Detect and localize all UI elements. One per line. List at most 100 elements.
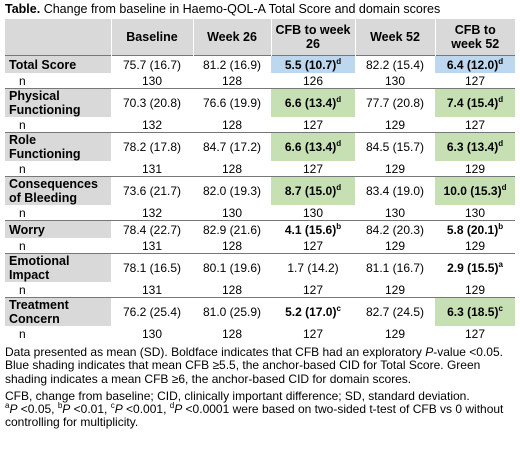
row-n-label: n (5, 238, 111, 254)
cell-n-text: 127 (302, 282, 324, 297)
note-abbreviations: CFB, change from baseline; CID, clinical… (5, 388, 470, 403)
row-label: Worry (5, 220, 111, 238)
cell-n: 129 (435, 161, 515, 177)
superscript: d (336, 139, 342, 148)
cell-n: 127 (435, 117, 515, 133)
cell-baseline-text: 73.6 (21.7) (122, 184, 182, 198)
cell-n-text: 128 (221, 117, 243, 132)
table-row: Role Functioning 78.2 (17.8) 84.7 (17.2) 6.… (5, 132, 515, 161)
cell-n-text: 130 (384, 205, 406, 220)
footnote-marker: c (110, 401, 115, 411)
cell-n-text: 127 (302, 117, 324, 132)
cell-cfb26-text: 8.7 (15.0) (284, 184, 337, 198)
header-cfb26: CFB to week 26 (270, 19, 355, 56)
footnote-text: <0.05, (17, 402, 58, 417)
cell-week26-text: 82.0 (19.3) (202, 184, 262, 198)
cell-cfb52: 5.8 (20.1)b (435, 220, 515, 238)
table-row: Total Score 75.7 (16.7) 81.2 (16.9) 5.5 (10… (5, 55, 515, 73)
cell-week26: 81.0 (25.9) (193, 297, 271, 326)
cell-n: 132 (111, 117, 193, 133)
cell-n: 130 (111, 326, 193, 341)
cell-n-text: 129 (464, 238, 486, 253)
row-n-label: n (5, 282, 111, 298)
cell-week26: 82.9 (21.6) (193, 220, 271, 238)
superscript: d (498, 56, 504, 66)
row-n-label: n (5, 205, 111, 221)
cell-n: 127 (271, 282, 355, 298)
table-body: Total Score 75.7 (16.7) 81.2 (16.9) 5.5 (10… (5, 55, 515, 341)
cell-cfb52-text: 10.0 (15.3) (443, 184, 502, 198)
cell-week26: 81.2 (16.9) (193, 55, 271, 73)
footnote-text: <0.001, (122, 402, 170, 417)
cell-n: 130 (271, 205, 355, 221)
row-label-text: Treatment Concern (9, 298, 69, 326)
superscript: d (336, 56, 342, 66)
cell-n: 127 (271, 238, 355, 254)
table-row-n: n 131 128 127 129 129 (5, 238, 515, 254)
cell-baseline: 70.3 (20.8) (111, 88, 193, 117)
cell-week26: 82.0 (19.3) (193, 176, 271, 205)
cell-cfb26-text: 6.6 (13.4) (284, 96, 337, 110)
row-n-label: n (5, 73, 111, 89)
cell-n-text: 130 (464, 205, 486, 220)
cell-cfb26-text: 4.1 (15.6) (284, 222, 337, 237)
cell-n: 127 (435, 326, 515, 341)
title-prefix: Table. (5, 2, 41, 16)
cell-week52: 84.2 (20.3) (355, 220, 435, 238)
row-label: Role Functioning (5, 132, 111, 161)
cell-n-text: 130 (384, 73, 406, 88)
cell-baseline-text: 70.3 (20.8) (122, 96, 182, 110)
cell-n: 128 (193, 238, 271, 254)
cell-n-text: 127 (464, 117, 486, 132)
row-label-text: Total Score (9, 57, 77, 72)
cell-cfb52: 6.3 (13.4)d (435, 132, 515, 161)
cell-week52: 84.5 (15.7) (355, 132, 435, 161)
cell-n-text: 128 (221, 161, 243, 176)
cell-n: 127 (271, 326, 355, 341)
table-notes: Data presented as mean (SD). Boldface in… (5, 345, 515, 430)
cell-n-text: 127 (464, 73, 486, 88)
cell-n: 128 (193, 326, 271, 341)
cell-n-text: 126 (302, 73, 324, 88)
cell-cfb26: 8.7 (15.0)d (271, 176, 355, 205)
cell-cfb52-text: 2.9 (15.5) (447, 261, 499, 275)
cell-cfb52: 6.4 (12.0)d (435, 55, 515, 73)
footnote-marker: d (169, 401, 175, 411)
cell-n-text: 131 (141, 238, 163, 253)
cell-cfb52: 2.9 (15.5)a (435, 253, 515, 282)
cell-n-text: 129 (384, 282, 406, 297)
row-label: Physical Functioning (5, 88, 111, 117)
cell-n-text: 132 (141, 205, 163, 220)
row-n-label-text: n (19, 205, 26, 220)
superscript: b (498, 221, 504, 231)
cell-week52: 83.4 (19.0) (355, 176, 435, 205)
row-label-text: Worry (9, 222, 45, 237)
cell-week26-text: 84.7 (17.2) (202, 140, 262, 154)
cell-n: 130 (355, 205, 435, 221)
table-row-n: n 130 128 127 129 127 (5, 326, 515, 341)
cell-n: 127 (271, 117, 355, 133)
cell-n: 126 (271, 73, 355, 89)
cell-n-text: 127 (464, 326, 486, 341)
cell-cfb26: 5.2 (17.0)c (271, 297, 355, 326)
cell-n-text: 129 (464, 161, 486, 176)
cell-n-text: 127 (302, 161, 324, 176)
cell-week26: 80.1 (19.6) (193, 253, 271, 282)
cell-n: 130 (355, 73, 435, 89)
row-label-text: Role Functioning (9, 133, 81, 161)
cell-n: 131 (111, 161, 193, 177)
table-row: Worry 78.4 (22.7) 82.9 (21.6) 4.1 (15.6)b 84… (5, 220, 515, 238)
cell-n: 130 (111, 73, 193, 89)
cell-week52-text: 82.2 (15.4) (365, 57, 425, 72)
superscript: d (501, 183, 507, 192)
row-n-label-text: n (19, 282, 26, 297)
table-title: Table. Change from baseline in Haemo-QOL… (5, 1, 440, 17)
cell-cfb26: 6.6 (13.4)d (271, 88, 355, 117)
cell-n-text: 132 (141, 117, 163, 132)
row-n-label-text: n (19, 73, 26, 88)
cell-baseline: 73.6 (21.7) (111, 176, 193, 205)
row-label-text: Physical Functioning (9, 89, 81, 117)
cell-week52-text: 84.2 (20.3) (365, 222, 425, 237)
p-symbol: P (62, 402, 71, 417)
